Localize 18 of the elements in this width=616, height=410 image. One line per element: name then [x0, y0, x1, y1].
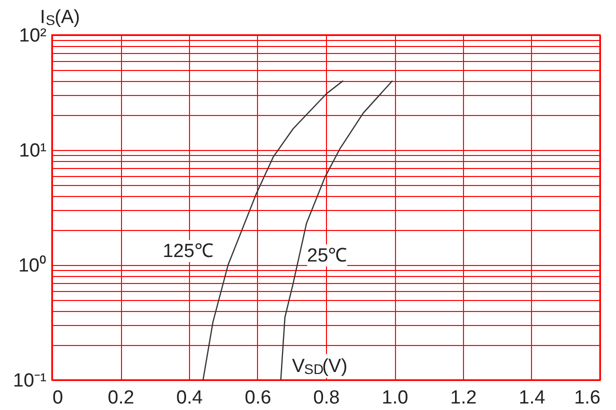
x-tick-label: 0.8 [313, 388, 340, 408]
x-tick-label: 0 [52, 388, 64, 408]
x-axis-title: VSD(V) [292, 356, 348, 377]
x-tick-label: 1.4 [518, 388, 546, 408]
series-label: 125℃ [162, 241, 214, 262]
x-tick-label: 0.4 [176, 388, 204, 408]
x-tick-label: 1.0 [382, 388, 408, 408]
y-tick-label: 10⁻¹ [13, 370, 46, 392]
line-series [280, 80, 394, 381]
series-label: 25℃ [307, 246, 348, 267]
y-tick-label: 10² [19, 26, 46, 46]
x-tick-label: 0.2 [108, 388, 134, 408]
y-axis-title: IS(A) [40, 7, 80, 28]
x-tick-label: 1.6 [574, 388, 600, 408]
x-tick-label: 0.6 [244, 388, 272, 408]
y-tick-label: 10⁰ [18, 254, 46, 276]
x-tick-label: 1.2 [450, 388, 477, 408]
y-tick-label: 10¹ [19, 140, 46, 162]
